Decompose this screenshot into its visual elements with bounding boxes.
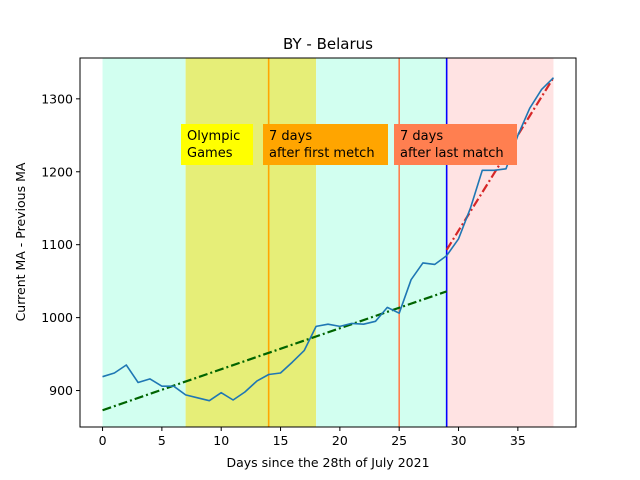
shaded-regions [102,58,554,427]
annotation-box-olympic [181,124,253,165]
y-axis-label: Current MA - Previous MA [13,162,28,321]
series-line-0 [102,77,555,402]
annotation-box-first-match [263,124,388,165]
shaded-region-after-3 [446,58,554,427]
annotation-last-line1: 7 days [400,129,443,144]
y-tick-label: 900 [49,383,73,398]
y-tick-label: 1300 [41,91,73,106]
x-axis-ticks: 0 5 10 15 20 25 30 35 [99,427,526,448]
chart-title: BY - Belarus [283,35,373,53]
x-tick-label: 30 [451,433,467,448]
trend-lines [102,77,555,412]
vertical-marker-lines [267,58,448,427]
x-tick-label: 5 [158,433,166,448]
x-tick-label: 20 [332,433,348,448]
annotation-olympic-line1: Olympic [187,129,240,144]
annotation-box-last-match [394,124,517,165]
shaded-region-before-2 [316,58,447,427]
annotation-first-line2: after first metch [269,146,375,161]
x-axis-label: Days since the 28th of July 2021 [226,455,429,470]
annotation-olympic-line2: Games [187,146,233,161]
trend-line-fit-before [102,290,448,412]
y-tick-label: 1200 [41,164,73,179]
x-tick-label: 35 [510,433,526,448]
x-tick-label: 10 [213,433,229,448]
y-tick-label: 1000 [41,310,73,325]
x-tick-label: 0 [99,433,107,448]
x-tick-label: 25 [391,433,407,448]
y-axis-ticks: 900 1000 1100 1200 1300 [41,91,80,398]
series-group [102,77,555,402]
plot-frame [79,57,577,428]
annotation-first-line1: 7 days [269,129,312,144]
annotation-boxes: Olympic Games 7 days after first metch 7… [181,124,517,165]
x-tick-label: 15 [273,433,289,448]
y-tick-label: 1100 [41,237,73,252]
shaded-region-before-0 [102,58,186,427]
shaded-region-games-1 [185,58,317,427]
annotation-last-line2: after last match [400,146,504,161]
